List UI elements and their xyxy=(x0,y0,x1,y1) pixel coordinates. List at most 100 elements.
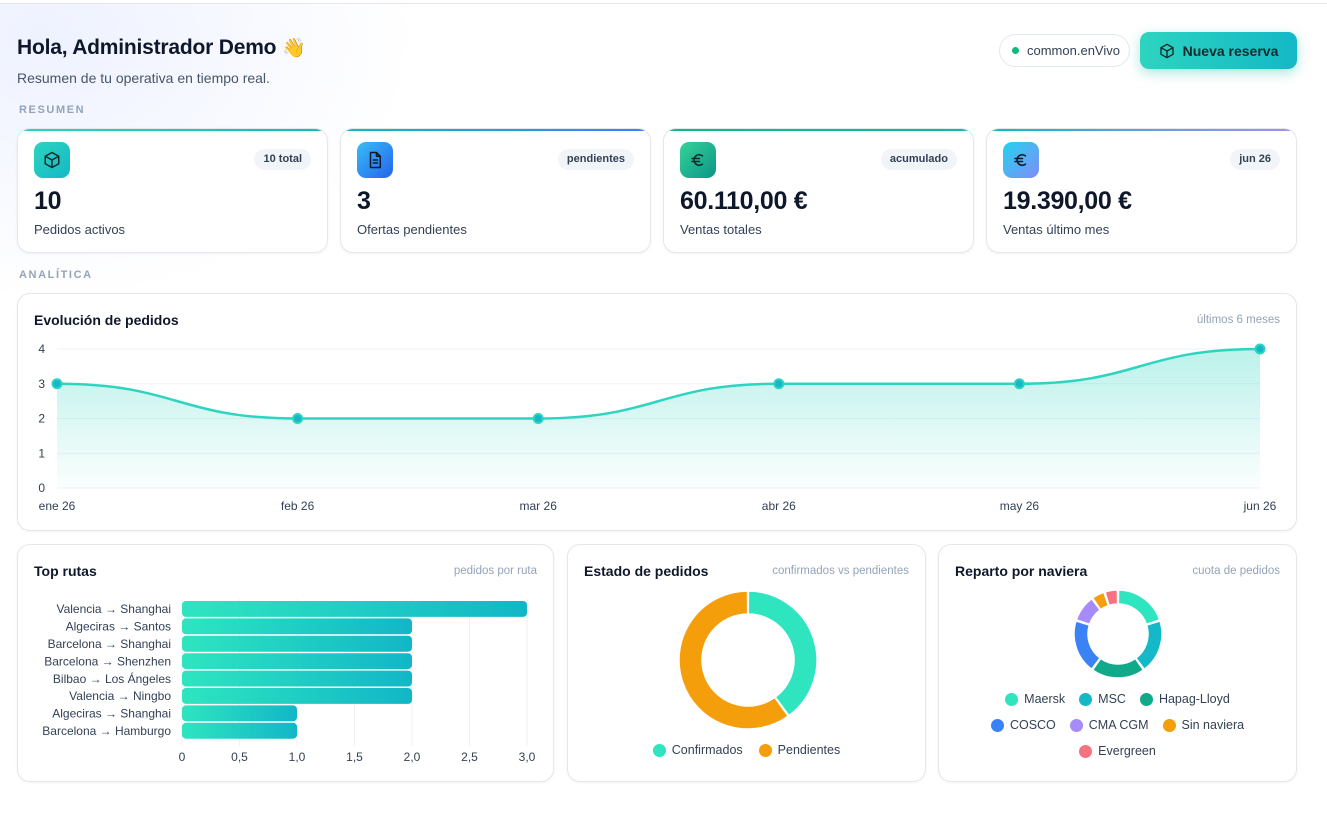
order-status-legend: Confirmados Pendientes xyxy=(568,743,925,757)
route-label: Valencia → Ningbo xyxy=(69,689,171,703)
legend-swatch xyxy=(1079,692,1093,706)
kpi-value: 3 xyxy=(357,187,371,215)
kpi-card-total-sales: acumulado 60.110,00 € Ventas totales xyxy=(663,128,974,253)
legend-item: Maersk xyxy=(1005,692,1065,706)
kpi-accent-bar xyxy=(341,129,650,131)
route-label: Barcelona → Shanghai xyxy=(48,637,171,651)
bar xyxy=(182,670,412,687)
legend-label: Confirmados xyxy=(671,743,743,757)
data-point xyxy=(292,413,304,424)
legend-swatch xyxy=(1069,718,1083,732)
package-icon xyxy=(1159,43,1174,58)
live-status-pill: common.enVivo xyxy=(999,34,1130,67)
x-tick-label: 2,0 xyxy=(404,750,421,764)
y-tick-label: 2 xyxy=(38,412,45,426)
legend-label: Pendientes xyxy=(777,743,841,757)
bar xyxy=(182,688,412,704)
series-line xyxy=(56,347,1261,420)
route-label: Barcelona → Hamburgo xyxy=(42,724,171,738)
x-tick-label: 1,0 xyxy=(289,750,306,764)
carrier-share-chart xyxy=(1073,589,1163,679)
bar xyxy=(182,618,412,635)
legend-swatch xyxy=(990,718,1004,732)
live-dot-icon xyxy=(1012,47,1019,54)
legend-label: MSC xyxy=(1098,692,1126,706)
pie-slice xyxy=(1073,620,1102,671)
pie-slice xyxy=(1075,597,1102,626)
card-subtitle: confirmados vs pendientes xyxy=(772,565,909,577)
pie-slice xyxy=(1091,657,1145,679)
kpi-label: Ofertas pendientes xyxy=(357,222,467,237)
legend-label: Maersk xyxy=(1024,692,1066,706)
x-tick-label: 2,5 xyxy=(461,750,478,764)
x-tick-label: 0 xyxy=(179,750,186,764)
y-tick-label: 1 xyxy=(38,446,45,460)
euro-icon xyxy=(1003,142,1039,178)
carrier-share-card: Reparto por naviera cuota de pedidos Mae… xyxy=(938,544,1297,782)
order-status-card: Estado de pedidos confirmados vs pendien… xyxy=(567,544,926,782)
evolution-chart: 0 1 2 3 4 ene 26 feb 26 mar 26 abr 26 may 26 jun 2… xyxy=(38,342,1276,513)
card-subtitle: cuota de pedidos xyxy=(1192,565,1280,577)
legend-item: Evergreen xyxy=(1079,744,1156,758)
y-tick-label: 0 xyxy=(38,481,45,495)
data-point xyxy=(1013,378,1025,390)
x-tick-label: 1,5 xyxy=(346,750,363,764)
bar xyxy=(182,601,527,617)
bar xyxy=(182,635,412,652)
document-icon xyxy=(357,142,393,178)
kpi-card-last-month-sales: jun 26 19.390,00 € Ventas último mes xyxy=(986,128,1297,253)
bar xyxy=(182,705,297,722)
kpi-badge: acumulado xyxy=(880,149,957,170)
legend-item: Hapag-Lloyd xyxy=(1139,692,1230,706)
data-point xyxy=(1254,343,1266,355)
route-label: Bilbao → Los Ángeles xyxy=(53,671,171,686)
x-tick-label: 3,0 xyxy=(519,750,536,764)
pie-slice xyxy=(1104,589,1119,607)
route-label: Valencia → Shanghai xyxy=(56,602,171,616)
evolution-chart-card: Evolución de pedidos últimos 6 meses 0 1 2… xyxy=(17,293,1297,531)
legend-label: COSCO xyxy=(1009,718,1056,732)
legend-item: MSC xyxy=(1079,692,1126,706)
x-tick-label: mar 26 xyxy=(520,499,558,513)
kpi-value: 60.110,00 € xyxy=(680,187,808,215)
legend-label: CMA CGM xyxy=(1088,718,1149,732)
page-title: Hola, Administrador Demo 👋 xyxy=(17,36,306,60)
kpi-accent-bar xyxy=(18,129,327,131)
kpi-badge: jun 26 xyxy=(1230,149,1280,170)
card-title: Evolución de pedidos xyxy=(34,312,179,328)
data-point xyxy=(51,378,63,390)
kpi-value: 19.390,00 € xyxy=(1003,187,1132,215)
legend-swatch xyxy=(758,743,772,757)
kpi-accent-bar xyxy=(987,129,1296,131)
data-point xyxy=(773,378,785,390)
x-tick-label: may 26 xyxy=(1000,499,1040,513)
legend-swatch xyxy=(1139,692,1153,706)
legend-label: Evergreen xyxy=(1098,744,1156,758)
legend-item: Pendientes xyxy=(758,743,841,757)
legend-item: Sin naviera xyxy=(1162,718,1245,732)
legend-item: COSCO xyxy=(990,718,1056,732)
top-routes-card: Top rutas pedidos por ruta 0 0,5 1,0 1,5 2,0… xyxy=(17,544,554,782)
euro-icon xyxy=(680,142,716,178)
new-booking-button[interactable]: Nueva reserva xyxy=(1140,32,1297,69)
card-title: Estado de pedidos xyxy=(584,563,709,579)
card-title: Reparto por naviera xyxy=(955,563,1088,579)
legend-swatch xyxy=(1005,692,1019,706)
wave-hand-icon: 👋 xyxy=(281,38,306,59)
x-tick-label: abr 26 xyxy=(762,499,796,513)
x-tick-label: ene 26 xyxy=(39,499,76,513)
pie-slice xyxy=(747,590,818,717)
legend-label: Sin naviera xyxy=(1181,718,1245,732)
bar xyxy=(182,653,412,670)
area-fill xyxy=(57,349,1260,488)
route-label: Algeciras → Santos xyxy=(66,620,171,634)
pie-slice xyxy=(678,590,790,730)
y-tick-label: 3 xyxy=(38,377,45,391)
kpi-badge: pendientes xyxy=(557,149,634,170)
page-subtitle: Resumen de tu operativa en tiempo real. xyxy=(17,70,270,86)
x-tick-label: 0,5 xyxy=(231,750,248,764)
package-icon xyxy=(34,142,70,178)
card-title: Top rutas xyxy=(34,563,97,579)
section-label-summary: RESUMEN xyxy=(19,104,86,116)
carrier-share-legend: Maersk MSC Hapag-Lloyd COSCO CMA CGM Sin navi… xyxy=(969,692,1266,758)
